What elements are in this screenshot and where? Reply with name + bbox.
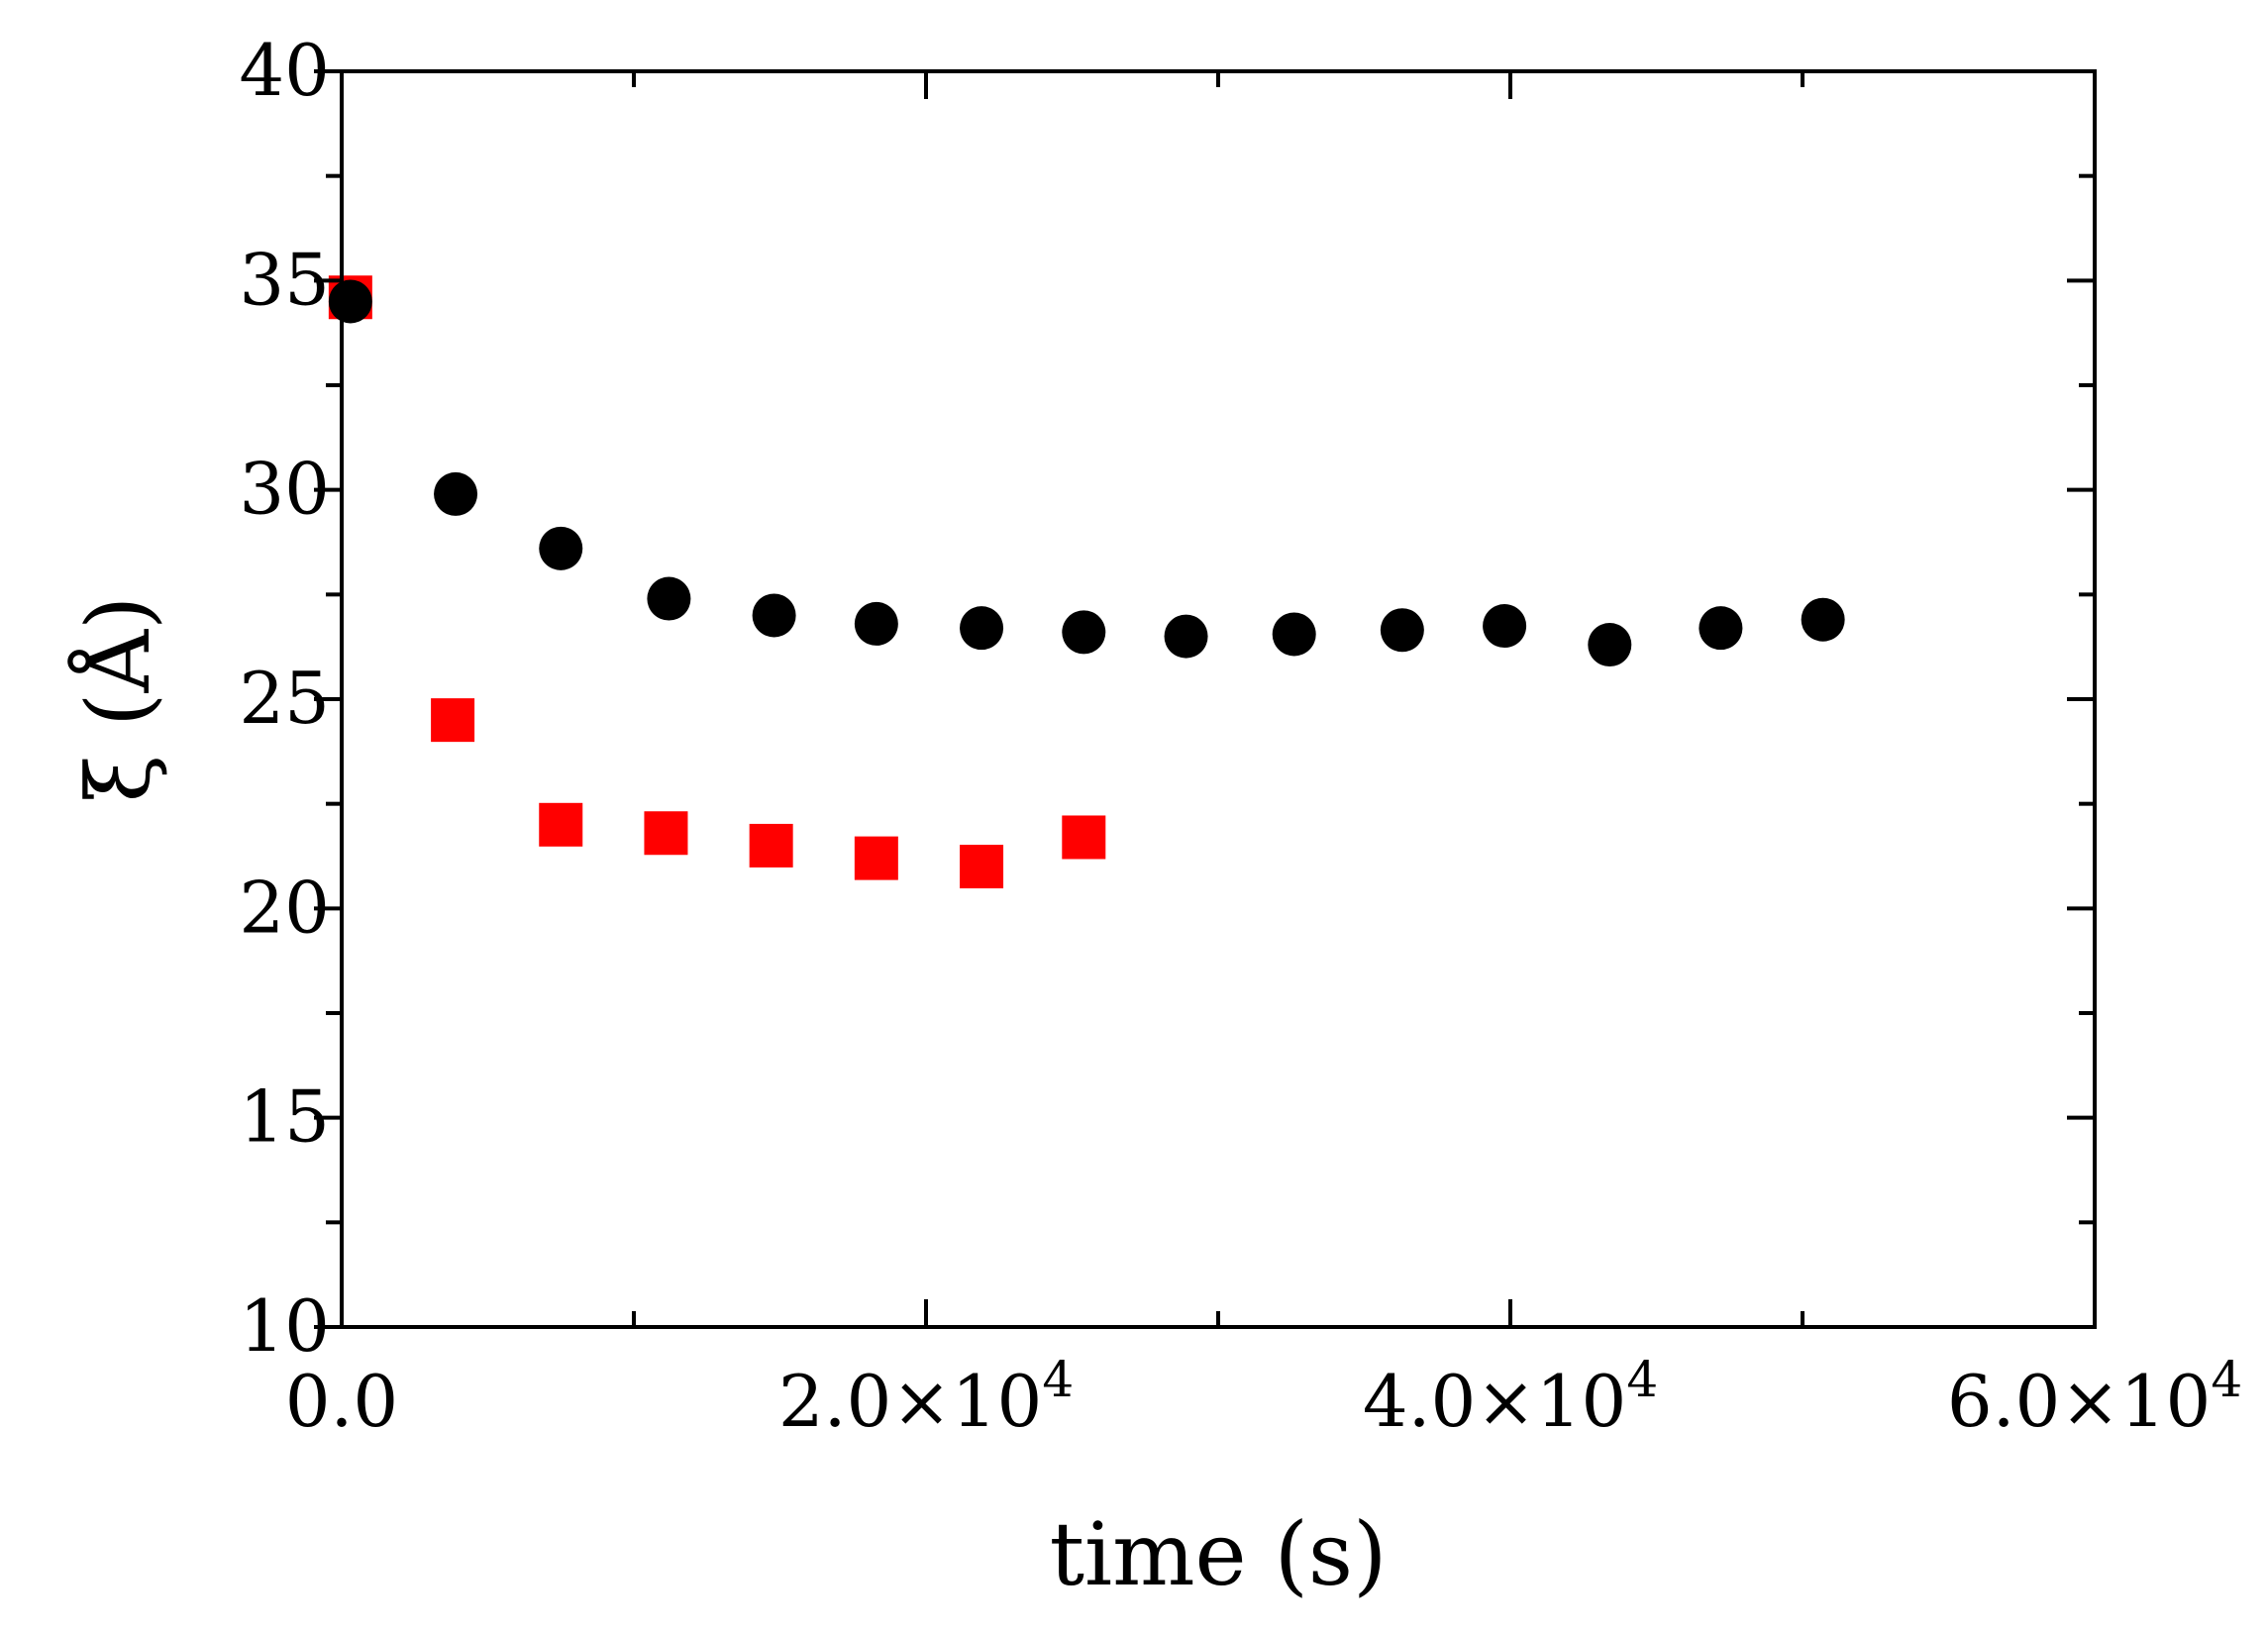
data-point-circle [1062, 610, 1106, 655]
y-tick-label: 15 [239, 1075, 330, 1159]
data-point-circle [1801, 597, 1845, 642]
y-axis-title: ξ (Å) [67, 596, 169, 803]
x-tick-label: 0.0 [285, 1360, 399, 1443]
data-point-circle [960, 606, 1004, 651]
y-tick-label: 40 [239, 29, 330, 112]
data-point-square [960, 845, 1004, 889]
x-tick-label: 4.0×104 [1363, 1351, 1658, 1443]
plot-frame [340, 69, 2097, 1329]
data-point-circle [434, 471, 478, 516]
data-point-square [539, 802, 583, 847]
y-tick-label: 10 [239, 1284, 330, 1368]
y-tick-label: 20 [239, 866, 330, 949]
x-tick-label: 6.0×104 [1947, 1351, 2242, 1443]
data-point-square [431, 698, 475, 743]
x-axis-title: time (s) [1050, 1503, 1388, 1605]
axis-ticks [314, 69, 2097, 1329]
data-point-square [644, 811, 688, 856]
tick-labels: 10 15 20 25 30 35 40 0.0 2.0×104 4.0×104 6.0×104 [239, 29, 2242, 1443]
data-point-circle [1483, 604, 1527, 649]
data-point-circle [539, 526, 583, 570]
data-point-circle [752, 593, 796, 638]
data-marks [328, 275, 1845, 889]
data-point-square [749, 823, 793, 868]
data-point-circle [1380, 608, 1424, 653]
x-tick-label: 2.0×104 [778, 1351, 1074, 1443]
data-point-circle [328, 279, 372, 324]
data-point-circle [1272, 612, 1316, 657]
data-point-circle [1588, 623, 1632, 667]
data-point-square [854, 836, 898, 880]
y-tick-label: 25 [239, 657, 330, 740]
data-point-circle [1699, 606, 1743, 651]
y-tick-label: 35 [239, 238, 330, 321]
data-point-square [1062, 815, 1106, 860]
data-point-circle [647, 576, 691, 621]
y-tick-label: 30 [239, 448, 330, 531]
data-point-circle [1164, 614, 1208, 659]
data-point-circle [854, 601, 898, 646]
